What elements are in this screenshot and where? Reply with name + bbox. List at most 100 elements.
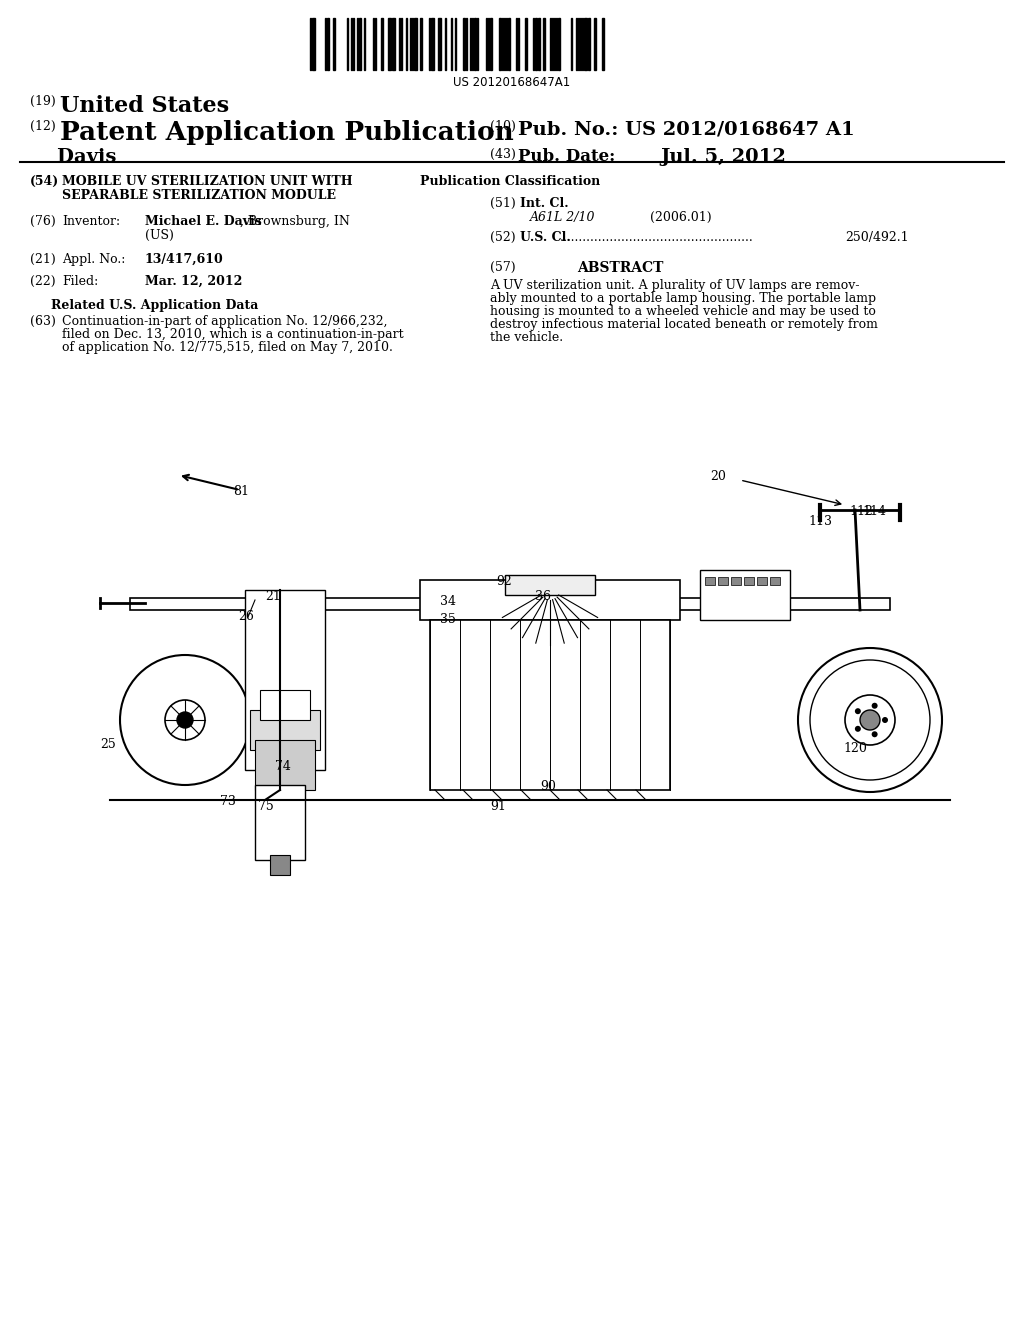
Bar xyxy=(584,18,587,70)
Text: ..................................................: ........................................… xyxy=(560,231,754,244)
Bar xyxy=(505,576,595,595)
Text: 120: 120 xyxy=(843,742,867,755)
Text: (63): (63) xyxy=(30,315,56,327)
Text: Inventor:: Inventor: xyxy=(62,215,120,228)
Text: (12): (12) xyxy=(30,120,55,133)
Bar xyxy=(381,18,383,70)
Bar xyxy=(312,18,315,70)
Text: A UV sterilization unit. A plurality of UV lamps are remov-: A UV sterilization unit. A plurality of … xyxy=(490,279,859,292)
Text: ABSTRACT: ABSTRACT xyxy=(577,261,664,275)
Bar xyxy=(420,18,422,70)
Circle shape xyxy=(855,709,861,714)
Bar xyxy=(327,18,329,70)
Text: housing is mounted to a wheeled vehicle and may be used to: housing is mounted to a wheeled vehicle … xyxy=(490,305,876,318)
Text: Continuation-in-part of application No. 12/966,232,: Continuation-in-part of application No. … xyxy=(62,315,387,327)
Text: 36: 36 xyxy=(535,590,551,603)
Text: 112: 112 xyxy=(849,506,872,517)
Text: SEPARABLE STERILIZATION MODULE: SEPARABLE STERILIZATION MODULE xyxy=(62,189,336,202)
Bar xyxy=(130,598,890,610)
Bar xyxy=(731,577,741,585)
Bar xyxy=(588,18,590,70)
Text: 20: 20 xyxy=(710,470,726,483)
Text: 21: 21 xyxy=(265,590,281,603)
Bar xyxy=(705,577,715,585)
Text: Pub. No.: US 2012/0168647 A1: Pub. No.: US 2012/0168647 A1 xyxy=(518,120,855,139)
Bar xyxy=(558,18,560,70)
Text: (43): (43) xyxy=(490,148,516,161)
Text: Mar. 12, 2012: Mar. 12, 2012 xyxy=(145,275,243,288)
Bar xyxy=(770,577,780,585)
Text: 26: 26 xyxy=(238,610,254,623)
Bar xyxy=(474,18,476,70)
Text: 250/492.1: 250/492.1 xyxy=(845,231,908,244)
Text: 90: 90 xyxy=(540,780,556,793)
Bar xyxy=(260,690,310,719)
Bar xyxy=(543,18,545,70)
Circle shape xyxy=(798,648,942,792)
Bar xyxy=(392,18,395,70)
Text: (10): (10) xyxy=(490,120,516,133)
Text: (52): (52) xyxy=(490,231,516,244)
Bar xyxy=(359,18,361,70)
Text: Michael E. Davis: Michael E. Davis xyxy=(145,215,262,228)
Text: (57): (57) xyxy=(490,261,516,275)
Text: (22): (22) xyxy=(30,275,55,288)
Bar xyxy=(414,18,417,70)
Bar xyxy=(255,785,305,861)
Text: 25: 25 xyxy=(100,738,116,751)
Text: Publication Classification: Publication Classification xyxy=(420,176,600,187)
Text: , Brownsburg, IN: , Brownsburg, IN xyxy=(240,215,350,228)
Bar xyxy=(431,18,434,70)
Text: 73: 73 xyxy=(220,795,236,808)
Bar xyxy=(602,18,604,70)
Text: Appl. No.:: Appl. No.: xyxy=(62,253,125,267)
Bar xyxy=(535,18,537,70)
Text: 13/417,610: 13/417,610 xyxy=(145,253,224,267)
Circle shape xyxy=(165,700,205,741)
Text: (2006.01): (2006.01) xyxy=(650,211,712,224)
Text: destroy infectious material located beneath or remotely from: destroy infectious material located bene… xyxy=(490,318,878,331)
Bar xyxy=(525,18,527,70)
Text: ably mounted to a portable lamp housing. The portable lamp: ably mounted to a portable lamp housing.… xyxy=(490,292,877,305)
Bar xyxy=(700,570,790,620)
Text: (76): (76) xyxy=(30,215,55,228)
Circle shape xyxy=(860,710,880,730)
Text: 91: 91 xyxy=(490,800,506,813)
Circle shape xyxy=(871,702,878,709)
Text: Filed:: Filed: xyxy=(62,275,98,288)
Text: (51): (51) xyxy=(490,197,516,210)
Bar xyxy=(250,710,319,750)
Bar xyxy=(270,855,290,875)
Bar xyxy=(420,579,680,620)
Text: the vehicle.: the vehicle. xyxy=(490,331,563,345)
Bar xyxy=(430,620,670,789)
Text: MOBILE UV STERILIZATION UNIT WITH: MOBILE UV STERILIZATION UNIT WITH xyxy=(62,176,352,187)
Text: U.S. Cl.: U.S. Cl. xyxy=(520,231,570,244)
Text: (19): (19) xyxy=(30,95,55,108)
Circle shape xyxy=(871,731,878,738)
Bar xyxy=(255,741,315,789)
Text: of application No. 12/775,515, filed on May 7, 2010.: of application No. 12/775,515, filed on … xyxy=(62,341,393,354)
Bar xyxy=(538,18,540,70)
Bar xyxy=(438,18,441,70)
Bar xyxy=(333,18,335,70)
Text: A61L 2/10: A61L 2/10 xyxy=(530,211,596,224)
Text: 92: 92 xyxy=(496,576,512,587)
Text: 81: 81 xyxy=(233,484,249,498)
Text: 114: 114 xyxy=(862,506,886,517)
Text: Pub. Date:: Pub. Date: xyxy=(518,148,615,165)
Text: Davis: Davis xyxy=(30,148,117,166)
Bar xyxy=(757,577,767,585)
Text: Jul. 5, 2012: Jul. 5, 2012 xyxy=(660,148,785,166)
Bar xyxy=(744,577,754,585)
Bar xyxy=(594,18,596,70)
Bar xyxy=(388,18,391,70)
Bar xyxy=(490,18,492,70)
Circle shape xyxy=(120,655,250,785)
Text: United States: United States xyxy=(60,95,229,117)
Bar xyxy=(718,577,728,585)
Circle shape xyxy=(855,726,861,731)
Bar xyxy=(463,18,465,70)
Text: US 20120168647A1: US 20120168647A1 xyxy=(454,77,570,88)
Circle shape xyxy=(882,717,888,723)
